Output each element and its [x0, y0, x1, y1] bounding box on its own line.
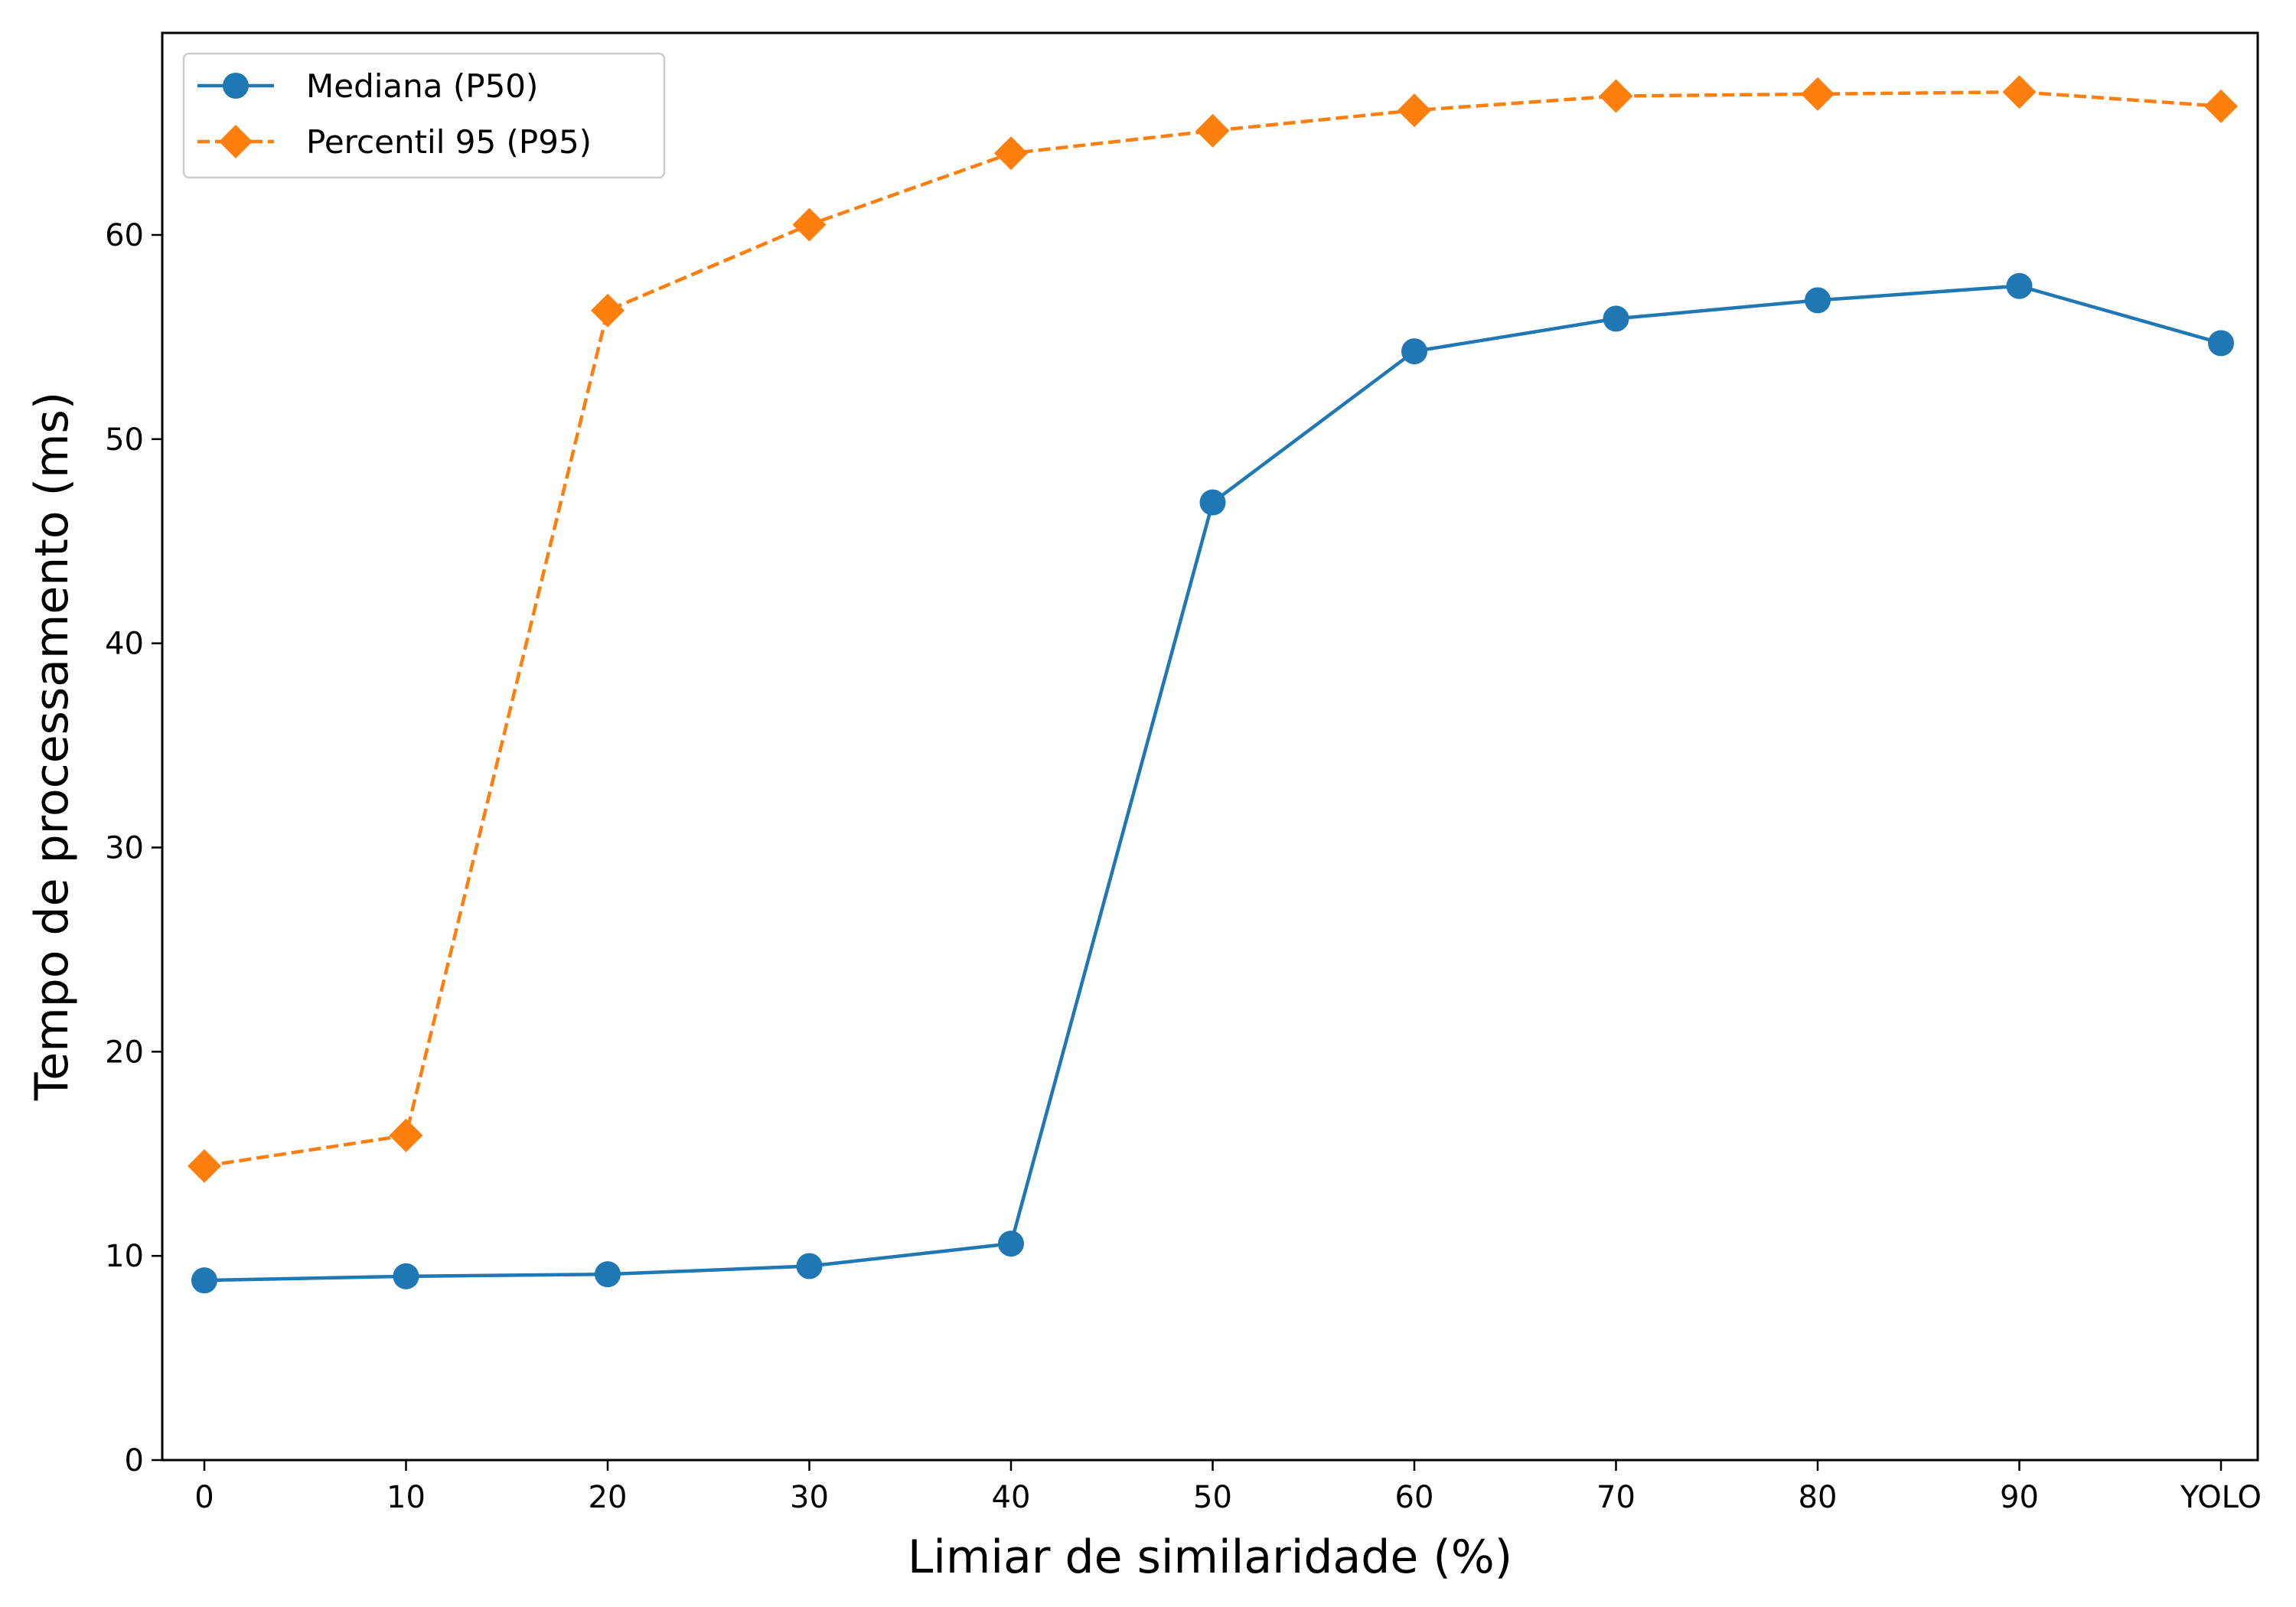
y-tick-label: 20	[105, 1035, 144, 1070]
x-tick-label: 0	[194, 1480, 214, 1515]
x-tick-label: 90	[2000, 1480, 2039, 1515]
data-point-circle	[393, 1263, 419, 1289]
x-axis: 0 10 20 30 40 50 60 70 80 90 YOLO	[194, 1460, 2262, 1515]
x-tick-label: 80	[1799, 1480, 1838, 1515]
data-point-circle	[1603, 305, 1629, 332]
data-point-diamond	[792, 207, 827, 242]
series-2	[188, 75, 2238, 1183]
x-tick-label: 70	[1596, 1480, 1636, 1515]
series-line	[204, 284, 2222, 1283]
data-point-diamond	[994, 136, 1028, 171]
data-point-circle	[1199, 489, 1226, 516]
legend-label: Mediana (P50)	[306, 67, 538, 105]
x-axis-title: Limiar de similaridade (%)	[908, 1530, 1512, 1584]
legend-box	[182, 52, 666, 179]
x-tick-label: 10	[386, 1480, 426, 1515]
data-point-circle	[1805, 287, 1831, 314]
plot-frame	[161, 31, 2259, 1462]
legend-label: Percentil 95 (P95)	[306, 123, 592, 161]
data-point-diamond	[389, 1118, 423, 1152]
data-point-circle	[998, 1231, 1024, 1257]
legend: Mediana (P50) Percentil 95 (P95)	[182, 52, 666, 179]
y-tick-label: 0	[125, 1443, 144, 1478]
y-tick-label: 30	[105, 831, 144, 866]
x-tick-label: YOLO	[2180, 1480, 2262, 1515]
data-point-circle	[595, 1261, 621, 1288]
y-tick-label: 50	[105, 422, 144, 458]
series-1	[191, 272, 2234, 1294]
data-point-diamond	[2002, 75, 2037, 109]
data-point-diamond	[188, 1149, 221, 1183]
chart-marks	[188, 75, 2238, 1294]
data-point-diamond	[1195, 113, 1230, 148]
y-axis-title: Tempo de processamento (ms)	[25, 392, 79, 1101]
legend-marker-circle	[223, 73, 249, 99]
data-point-circle	[2208, 330, 2234, 357]
data-point-circle	[2006, 272, 2033, 299]
data-point-diamond	[2204, 89, 2238, 123]
y-axis: 0 10 20 30 40 50 60	[105, 218, 162, 1478]
data-point-circle	[191, 1267, 217, 1294]
x-tick-label: 40	[992, 1480, 1031, 1515]
data-point-circle	[796, 1253, 823, 1279]
y-tick-label: 40	[105, 627, 144, 662]
x-tick-label: 50	[1193, 1480, 1232, 1515]
data-point-diamond	[1599, 79, 1633, 113]
x-tick-label: 60	[1395, 1480, 1434, 1515]
data-point-circle	[1401, 338, 1427, 365]
x-tick-label: 20	[589, 1480, 628, 1515]
legend-marker-diamond	[219, 125, 253, 158]
data-point-diamond	[1397, 93, 1431, 128]
y-tick-label: 60	[105, 218, 144, 253]
data-point-diamond	[1801, 77, 1835, 111]
y-tick-label: 10	[105, 1239, 144, 1274]
series-line	[204, 90, 2222, 1168]
data-point-diamond	[591, 293, 625, 328]
x-tick-label: 30	[790, 1480, 829, 1515]
